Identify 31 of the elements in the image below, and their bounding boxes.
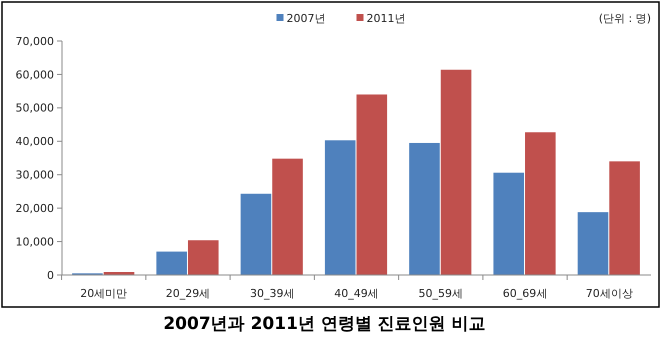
x-tick-label: 20세미만 [80,287,128,300]
bar [525,132,556,275]
y-tick-label: 30,000 [16,168,54,182]
y-tick-label: 40,000 [16,135,54,148]
x-tick-label: 60_69세 [502,287,548,300]
bar [440,70,472,275]
bar [188,240,219,275]
bar [609,161,640,275]
x-tick-label: 20_29세 [166,287,210,300]
y-tick-label: 20,000 [16,202,54,215]
bar [272,158,303,275]
bar [493,172,524,275]
legend-label: 2011년 [366,12,406,25]
y-tick-label: 10,000 [16,235,54,248]
legend-label: 2007년 [286,12,326,25]
y-tick-label: 70,000 [16,34,54,48]
bar [356,94,388,275]
y-tick-label: 50,000 [16,102,54,115]
x-tick-label: 40_49세 [334,287,379,300]
text: 2007년과 2011년 연령별 진료인원 비교 [163,314,486,334]
text: (단위 : 명) [598,12,651,25]
bar [578,212,608,275]
bar [409,142,440,275]
x-tick-label: 30_39세 [250,287,294,300]
bar [240,194,272,275]
y-tick-label: 60,000 [16,68,54,82]
bar [156,252,187,275]
x-tick-label: 70세이상 [586,287,633,300]
bar [324,140,356,275]
x-tick-label: 50_59세 [418,287,464,300]
y-tick-label: 0 [47,268,54,282]
